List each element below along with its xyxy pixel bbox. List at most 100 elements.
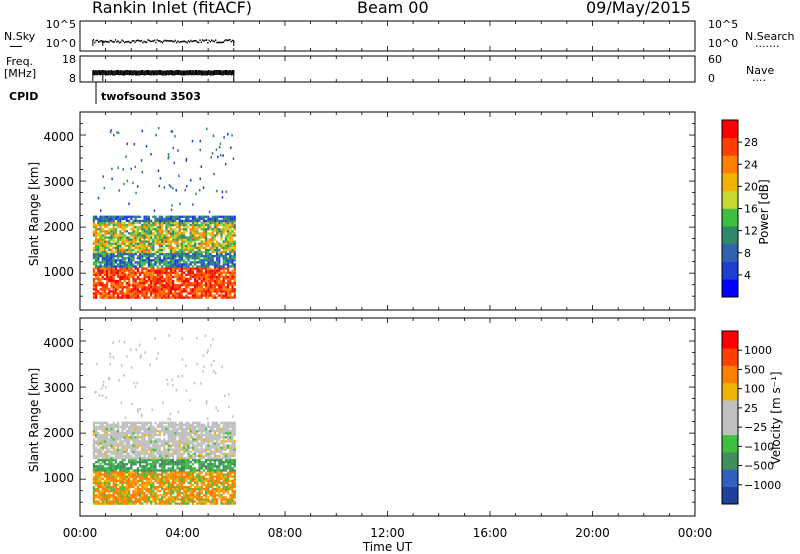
range-gate: [145, 442, 148, 445]
range-gate: [134, 290, 137, 293]
range-gate: [202, 232, 206, 235]
range-gate: [220, 436, 223, 439]
range-gate: [134, 456, 137, 460]
range-gate: [224, 236, 228, 239]
range-gate: [202, 460, 206, 464]
range-gate: [169, 481, 173, 485]
range-gate: [220, 250, 223, 254]
range-gate: [231, 221, 234, 225]
range-gate: [130, 296, 133, 299]
range-gate: [224, 456, 228, 460]
range-gate: [194, 444, 197, 447]
range-gate: [209, 219, 212, 223]
nsky-point: [125, 41, 127, 43]
range-gate: [216, 217, 219, 221]
range-gate: [167, 450, 170, 453]
range-gate: [150, 467, 153, 470]
range-gate: [130, 446, 133, 449]
range-gate: [229, 463, 232, 466]
scatter-gate: [213, 172, 215, 176]
range-gate: [198, 423, 201, 427]
range-gate: [114, 442, 118, 445]
range-gate: [196, 286, 199, 289]
range-gate: [205, 465, 208, 468]
range-gate: [101, 481, 104, 485]
range-gate: [158, 423, 162, 427]
range-gate: [227, 485, 230, 489]
range-gate: [147, 467, 151, 470]
range-gate: [167, 240, 170, 243]
nsky-point: [103, 41, 105, 43]
range-gate: [141, 436, 144, 439]
range-gate: [191, 221, 195, 225]
range-gate: [229, 469, 232, 472]
range-gate: [183, 440, 186, 443]
range-gate: [110, 281, 113, 285]
range-gate: [220, 296, 223, 299]
range-gate: [174, 263, 177, 266]
range-gate: [156, 265, 159, 268]
range-gate: [196, 288, 199, 291]
range-gate: [220, 469, 223, 472]
range-gate: [200, 275, 203, 279]
range-gate: [207, 219, 210, 223]
nsky-point: [199, 39, 201, 41]
range-gate: [176, 427, 179, 431]
range-gate: [134, 452, 137, 456]
range-gate: [194, 450, 197, 453]
range-gate: [172, 246, 175, 250]
range-gate: [185, 294, 188, 297]
range-gate: [117, 219, 120, 223]
freq-point: [136, 70, 138, 76]
range-gate: [106, 257, 109, 260]
range-gate: [165, 448, 168, 451]
range-gate: [101, 440, 104, 443]
range-gate: [117, 479, 120, 482]
freq-point: [229, 70, 231, 75]
range-gate: [106, 279, 109, 283]
range-gate: [169, 232, 173, 235]
range-gate: [97, 471, 100, 474]
range-gate: [178, 469, 181, 472]
range-gate: [139, 502, 142, 505]
range-gate: [196, 425, 199, 429]
scatter-gate: [199, 139, 202, 143]
range-gate: [224, 252, 228, 256]
range-gate: [222, 498, 225, 501]
range-gate: [134, 500, 137, 503]
range-gate: [200, 277, 203, 281]
range-gate: [139, 494, 142, 497]
range-gate: [132, 434, 135, 437]
range-gate: [229, 236, 232, 239]
range-gate: [147, 275, 151, 279]
range-gate: [183, 427, 186, 431]
range-gate: [183, 234, 186, 237]
range-gate: [141, 502, 144, 505]
range-gate: [143, 223, 146, 227]
range-gate: [130, 248, 133, 252]
range-gate: [227, 465, 230, 468]
range-gate: [123, 244, 126, 247]
range-gate: [92, 454, 96, 458]
range-gate: [147, 234, 151, 237]
range-gate: [169, 448, 173, 451]
nsky-point: [94, 41, 96, 44]
range-gate: [229, 487, 232, 491]
range-gate: [128, 483, 131, 487]
range-gate: [213, 246, 217, 250]
range-gate: [103, 444, 107, 447]
range-gate: [207, 294, 210, 297]
range-gate: [216, 261, 219, 264]
range-gate: [176, 283, 179, 287]
range-gate: [167, 215, 170, 218]
range-gate: [178, 277, 181, 281]
range-gate: [132, 456, 135, 460]
range-gate: [106, 485, 109, 489]
range-gate: [172, 250, 175, 254]
range-gate: [130, 458, 133, 462]
range-gate: [125, 463, 129, 466]
range-gate: [152, 281, 155, 285]
range-gate: [154, 448, 157, 451]
range-gate: [114, 487, 118, 491]
range-gate: [202, 257, 206, 260]
